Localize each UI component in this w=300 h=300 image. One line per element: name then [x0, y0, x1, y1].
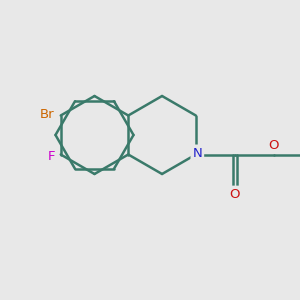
- Text: N: N: [192, 146, 202, 160]
- Text: O: O: [268, 139, 279, 152]
- Text: O: O: [230, 188, 240, 201]
- Text: F: F: [48, 149, 56, 163]
- Text: Br: Br: [40, 107, 55, 121]
